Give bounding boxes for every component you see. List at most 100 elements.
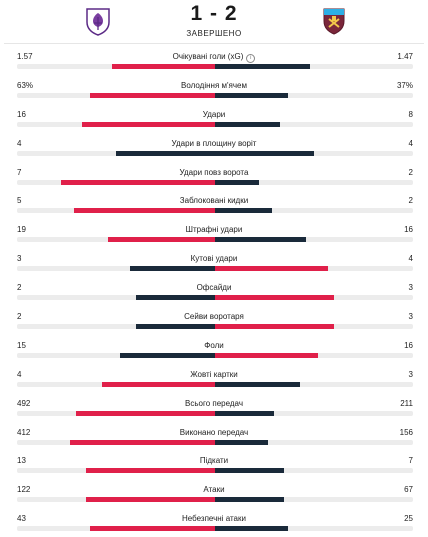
stat-bar-track [17, 237, 413, 243]
stat-label: Фоли [0, 341, 428, 350]
stat-label-text: Володіння м'ячем [181, 80, 247, 90]
match-status: ЗАВЕРШЕНО [186, 29, 242, 38]
stat-bar-track [17, 295, 413, 301]
stat-label-text: Удари в площину воріт [171, 138, 257, 148]
away-stat-value: 1.47 [397, 52, 413, 61]
stat-row: 122 Атаки 67 [0, 479, 428, 508]
stat-label: Володіння м'ячем [0, 81, 428, 90]
stat-row: 13 Підкати 7 [0, 450, 428, 479]
home-stat-bar [74, 208, 215, 214]
home-stat-value: 412 [17, 427, 31, 437]
away-stat-value: 16 [404, 225, 413, 235]
stat-row: 19 Штрафні удари 16 [0, 219, 428, 248]
home-stat-bar [116, 150, 215, 156]
away-stat-bar [215, 179, 259, 185]
away-stat-value: 3 [408, 283, 413, 293]
home-stat-value: 2 [17, 283, 22, 293]
stat-row: 412 Виконано передач 156 [0, 422, 428, 451]
stat-bar-track [17, 266, 413, 272]
home-stat-bar [90, 92, 215, 98]
stat-label: Штрафні удари [0, 225, 428, 234]
stat-bar-track [17, 92, 413, 98]
home-stat-value: 19 [17, 225, 26, 235]
stat-bar-track [17, 179, 413, 185]
stat-bar-track [17, 352, 413, 358]
home-stat-value: 4 [17, 138, 22, 148]
away-stat-value: 3 [408, 369, 413, 379]
stat-bar-track [17, 410, 413, 416]
stat-bar-track [17, 208, 413, 214]
home-stat-bar [76, 410, 215, 416]
stat-bar-track [17, 468, 413, 474]
home-stat-value: 16 [17, 109, 26, 119]
home-stat-bar [70, 439, 215, 445]
stat-label: Атаки [0, 485, 428, 494]
stat-label-text: Очікувані голи (xG) [172, 52, 244, 61]
stat-row: 4 Жовті картки 3 [0, 364, 428, 393]
stat-label: Сейви воротаря [0, 312, 428, 321]
home-stat-value: 122 [17, 485, 31, 495]
home-stat-value: 5 [17, 196, 22, 206]
stat-label: Удари в площину воріт [0, 139, 428, 148]
fiorentina-crest-icon[interactable] [84, 6, 112, 36]
away-stat-bar [215, 64, 310, 69]
header-divider [4, 43, 424, 44]
stat-row: 1.57 Очікувані голи (xG) i 1.47 [0, 46, 428, 75]
away-stat-bar [215, 468, 284, 474]
stat-label-text: Підкати [199, 456, 229, 466]
stat-label: Офсайди [0, 283, 428, 292]
away-stat-bar [215, 121, 280, 127]
away-stat-value: 7 [408, 456, 413, 466]
home-stat-bar [108, 237, 215, 243]
home-stat-bar [86, 497, 215, 503]
home-stat-bar [82, 121, 215, 127]
info-icon[interactable]: i [246, 54, 256, 63]
away-stat-bar [215, 439, 268, 445]
stat-row: 63% Володіння м'ячем 37% [0, 75, 428, 104]
away-stat-value: 16 [404, 340, 413, 350]
stat-label: Виконано передач [0, 428, 428, 437]
away-stat-value: 67 [404, 485, 413, 495]
home-stat-bar [102, 381, 215, 387]
stat-label: Кутові удари [0, 254, 428, 263]
stat-label-text: Жовті картки [190, 369, 238, 379]
home-stat-bar [120, 352, 215, 358]
stats-list: 1.57 Очікувані голи (xG) i 1.47 63% Володіння… [0, 46, 428, 537]
match-header: 1 - 2 ЗАВЕРШЕНО [0, 0, 428, 44]
away-stat-bar [215, 497, 284, 503]
away-stat-bar [215, 410, 274, 416]
stat-row: 15 Фоли 16 [0, 335, 428, 364]
stat-label: Удари повз ворота [0, 168, 428, 177]
west-ham-crest-icon[interactable] [320, 6, 348, 36]
stat-row: 16 Удари 8 [0, 104, 428, 133]
home-stat-bar [61, 179, 215, 185]
stat-label-text: Заблоковані кидки [179, 196, 249, 206]
home-stat-bar [136, 324, 215, 330]
home-stat-value: 3 [17, 254, 22, 264]
away-stat-value: 4 [408, 254, 413, 264]
stat-bar-track [17, 439, 413, 445]
stat-label-text: Небезпечні атаки [182, 514, 246, 524]
stat-label: Підкати [0, 456, 428, 465]
stat-bar-track [17, 381, 413, 387]
away-stat-bar [215, 208, 272, 214]
stat-row: 7 Удари повз ворота 2 [0, 162, 428, 191]
stat-label-text: Всього передач [185, 398, 243, 408]
stat-label: Жовті картки [0, 370, 428, 379]
home-stat-value: 43 [17, 514, 26, 524]
stat-label: Небезпечні атаки [0, 514, 428, 523]
stat-bar-track [17, 121, 413, 127]
stat-label-text: Кутові удари [190, 254, 238, 264]
stat-label-text: Сейви воротаря [184, 312, 244, 322]
stat-bar-track [17, 324, 413, 330]
stat-label: Всього передач [0, 399, 428, 408]
home-stat-value: 63% [17, 80, 34, 90]
stat-label-text: Атаки [203, 485, 225, 495]
home-stat-value: 2 [17, 312, 22, 322]
away-stat-bar [215, 266, 328, 272]
stat-bar-track [17, 64, 413, 69]
home-stat-value: 492 [17, 398, 31, 408]
stat-bar-track [17, 150, 413, 156]
away-stat-value: 37% [396, 80, 413, 90]
stat-row: 2 Сейви воротаря 3 [0, 306, 428, 335]
